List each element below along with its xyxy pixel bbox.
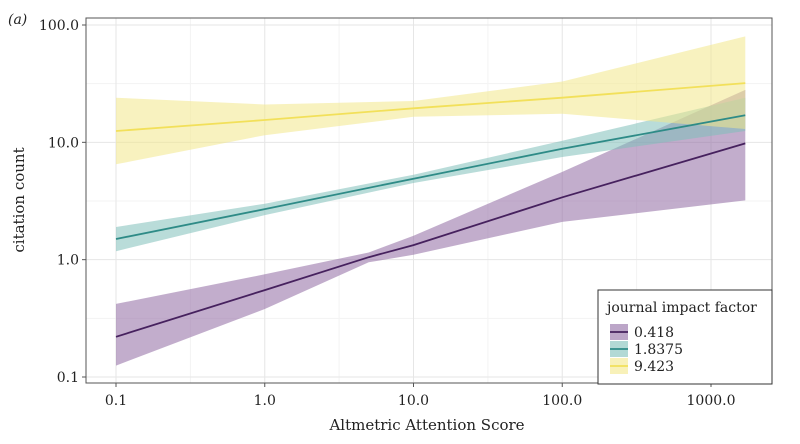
y-tick-label: 1.0 xyxy=(57,253,79,269)
y-tick-label: 100.0 xyxy=(39,18,79,34)
legend-entry-0.418: 0.418 xyxy=(634,325,674,341)
series-lines xyxy=(115,82,746,338)
x-tick-label: 1.0 xyxy=(254,393,276,409)
legend-title: journal impact factor xyxy=(605,300,757,316)
x-tick-label: 10.0 xyxy=(398,393,429,409)
legend-entry-1.8375: 1.8375 xyxy=(634,342,683,358)
confidence-band-0.418 xyxy=(116,89,746,366)
x-axis: 0.1 1.0 10.0 100.0 1000.0 xyxy=(105,383,736,409)
x-tick-label: 100.0 xyxy=(542,393,582,409)
series-line-9.423 xyxy=(115,82,746,132)
x-axis-title: Altmetric Attention Score xyxy=(328,416,524,434)
series-line-0.418 xyxy=(115,142,746,338)
series-line-1.8375 xyxy=(115,114,746,240)
x-tick-label: 1000.0 xyxy=(687,393,736,409)
y-tick-label: 0.1 xyxy=(57,370,79,386)
x-tick-label: 0.1 xyxy=(105,393,127,409)
panel-label: (a) xyxy=(8,12,27,28)
plot-frame xyxy=(85,17,773,384)
y-tick-label: 10.0 xyxy=(48,135,79,151)
confidence-band-9.423 xyxy=(116,36,746,165)
y-axis-title: citation count xyxy=(10,147,28,252)
legend-entry-9.423: 9.423 xyxy=(634,359,674,375)
y-axis: 0.1 1.0 10.0 100.0 xyxy=(39,18,86,386)
